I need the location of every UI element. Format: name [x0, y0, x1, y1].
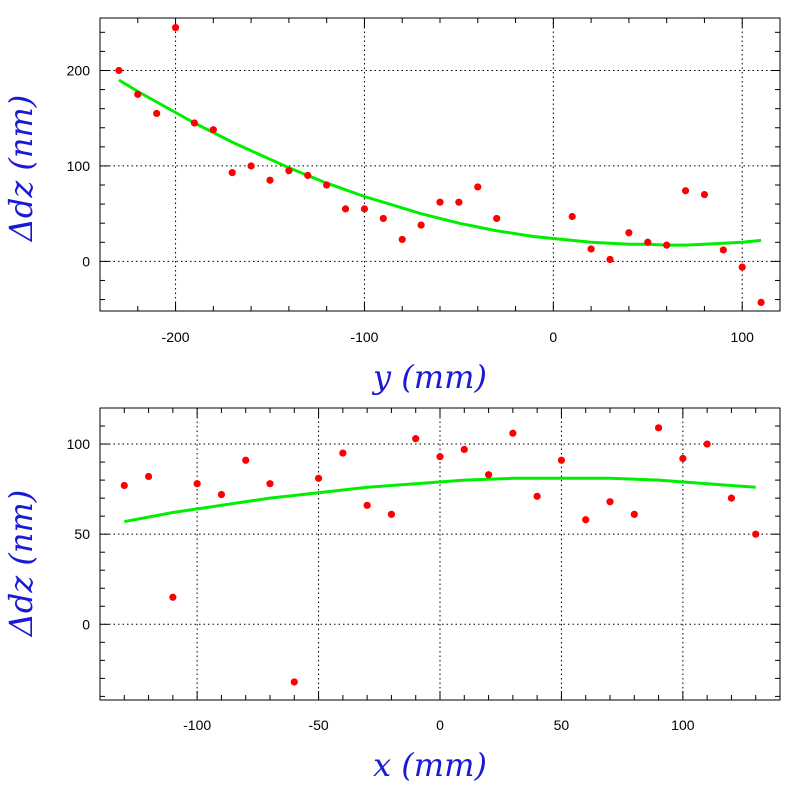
y-tick-label: 50 [74, 526, 90, 542]
y-tick-label: 100 [67, 158, 91, 174]
data-point [703, 440, 711, 448]
data-point [115, 66, 123, 75]
data-point [654, 424, 663, 432]
data-point [474, 183, 482, 191]
data-point [266, 176, 274, 184]
data-point [387, 510, 396, 518]
x-tick-label: 0 [549, 329, 557, 345]
data-point [217, 490, 226, 499]
x-tick-label: -200 [162, 329, 190, 345]
data-point [144, 472, 153, 481]
data-point [417, 221, 425, 229]
data-point [606, 255, 614, 264]
data-point [587, 245, 595, 253]
data-point [169, 593, 177, 601]
data-point [290, 678, 298, 686]
data-point [436, 453, 444, 461]
data-point [436, 198, 444, 206]
data-point [171, 23, 180, 32]
data-point [247, 162, 255, 170]
data-point [484, 471, 493, 479]
data-point [493, 214, 501, 223]
y-tick-label: 100 [67, 436, 91, 452]
data-point [738, 263, 746, 271]
x-tick-label: 50 [554, 717, 570, 733]
x-tick-label: -100 [183, 717, 211, 733]
x-tick-label: -50 [308, 717, 328, 733]
x-tick-label: 100 [731, 329, 755, 345]
data-point [582, 516, 590, 524]
data-point [360, 205, 369, 213]
data-point [341, 205, 350, 213]
data-point [134, 90, 142, 98]
data-point [209, 126, 217, 134]
y-tick-label: 200 [67, 62, 91, 78]
data-point [557, 456, 566, 464]
data-point [398, 235, 406, 244]
data-point [455, 198, 463, 206]
data-point [153, 109, 161, 118]
data-point [412, 435, 420, 443]
data-point [379, 214, 387, 223]
plot-frame [99, 17, 781, 312]
data-point [625, 229, 633, 237]
fit-curve [124, 476, 756, 524]
data-point [509, 429, 517, 437]
panel-bottom: -100 -50 0 50 100 0 50 100 x (mm) Δdz (nm) [2, 407, 781, 784]
data-point [228, 169, 236, 177]
y-tick-label: 0 [82, 616, 90, 632]
data-point [533, 492, 541, 500]
panel-top: -200 -100 0 100 0 100 200 y (mm) Δdz (nm) [2, 17, 781, 396]
data-point [339, 449, 347, 457]
x-axis-title: y (mm) [371, 358, 487, 396]
data-point [304, 171, 312, 180]
data-point [606, 498, 614, 506]
data-point [190, 119, 199, 127]
data-point [700, 190, 709, 199]
data-point [752, 530, 760, 538]
data-point [460, 445, 468, 454]
data-point [663, 241, 671, 249]
data-point [630, 510, 638, 518]
data-point [727, 494, 736, 502]
data-point [193, 480, 201, 488]
y-axis-title: Δdz (nm) [2, 95, 40, 244]
data-point [285, 167, 293, 175]
data-point [266, 480, 274, 488]
data-point [568, 212, 576, 221]
data-point [719, 246, 727, 254]
fit-curve [118, 78, 762, 247]
data-point [644, 238, 652, 246]
data-point [120, 481, 128, 490]
y-tick-label: 0 [82, 253, 90, 269]
data-point [757, 298, 765, 307]
x-tick-label: 100 [671, 717, 695, 733]
x-tick-label: 0 [436, 717, 444, 733]
data-point [242, 456, 250, 464]
data-point [363, 501, 371, 509]
data-point [681, 187, 690, 195]
x-axis-title: x (mm) [373, 746, 487, 784]
x-tick-label: -100 [350, 329, 378, 345]
data-point [323, 181, 331, 189]
y-axis-title: Δdz (nm) [2, 490, 40, 639]
data-point [679, 454, 687, 463]
data-point [314, 474, 323, 482]
